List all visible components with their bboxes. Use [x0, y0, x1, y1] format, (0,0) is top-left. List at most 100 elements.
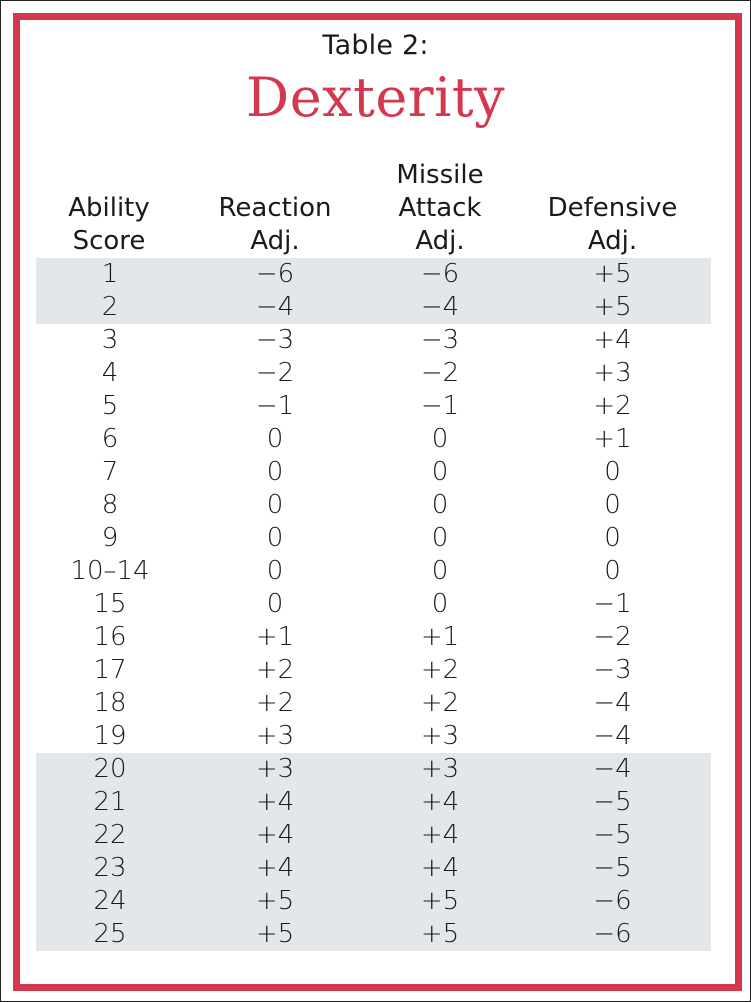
cell-defensive-adj: −3	[593, 655, 632, 685]
cell-missile-attack-adj: −4	[420, 292, 460, 322]
table-row: 19 +3 +3 −4	[36, 720, 711, 753]
cell-defensive-adj: −6	[593, 919, 632, 949]
table-row: 20 +3 +3 −4	[36, 753, 711, 786]
cell-missile-attack-adj: +4	[420, 853, 460, 883]
table-row: 15 0 0 −1	[36, 588, 711, 621]
cell-missile-attack-adj: 0	[431, 523, 449, 553]
cell-ability-score: 15	[93, 589, 127, 619]
cell-missile-attack-adj: +4	[420, 787, 460, 817]
cell-defensive-adj: 0	[604, 556, 621, 586]
cell-missile-attack-adj: −6	[420, 259, 460, 289]
cell-missile-attack-adj: −2	[420, 358, 460, 388]
cell-ability-score: 23	[93, 853, 127, 883]
header-missile-attack-adj: Missile Attack Adj.	[396, 160, 484, 256]
table-row: 24 +5 +5 −6	[36, 885, 711, 918]
cell-ability-score: 10–14	[70, 556, 150, 586]
cell-ability-score: 22	[93, 820, 127, 850]
header-reaction-adj: Reaction Adj.	[218, 193, 332, 256]
cell-reaction-adj: +3	[255, 754, 295, 784]
cell-reaction-adj: −6	[255, 259, 295, 289]
table-row: 10–14 0 0 0	[36, 555, 711, 588]
cell-missile-attack-adj: +2	[420, 655, 460, 685]
cell-reaction-adj: +3	[255, 721, 295, 751]
cell-missile-attack-adj: 0	[431, 556, 449, 586]
cell-defensive-adj: −4	[593, 754, 632, 784]
cell-ability-score: 25	[93, 919, 127, 949]
cell-missile-attack-adj: 0	[431, 589, 449, 619]
cell-reaction-adj: 0	[266, 490, 284, 520]
table-row: 8 0 0 0	[36, 489, 711, 522]
table-title: Dexterity	[245, 66, 506, 129]
table-row: 9 0 0 0	[36, 522, 711, 555]
table-row: 21 +4 +4 −5	[36, 786, 711, 819]
cell-ability-score: 24	[93, 886, 127, 916]
cell-ability-score: 3	[101, 325, 119, 355]
cell-ability-score: 1	[101, 259, 119, 289]
cell-defensive-adj: −5	[593, 787, 632, 817]
cell-defensive-adj: +5	[593, 292, 632, 322]
table-row: 7 0 0 0	[36, 456, 711, 489]
cell-defensive-adj: 0	[604, 523, 621, 553]
table-row: 2 −4 −4 +5	[36, 291, 711, 324]
header-defensive-adj: Defensive Adj.	[547, 193, 678, 256]
cell-defensive-adj: +5	[593, 259, 632, 289]
cell-defensive-adj: +4	[593, 325, 632, 355]
cell-ability-score: 18	[93, 688, 127, 718]
cell-missile-attack-adj: +2	[420, 688, 460, 718]
cell-reaction-adj: 0	[266, 424, 284, 454]
table-row: 3 −3 −3 +4	[36, 324, 711, 357]
table-row: 23 +4 +4 −5	[36, 852, 711, 885]
cell-reaction-adj: 0	[266, 589, 284, 619]
cell-defensive-adj: +1	[593, 424, 632, 454]
cell-ability-score: 16	[93, 622, 127, 652]
cell-missile-attack-adj: 0	[431, 490, 449, 520]
table-row: 4 −2 −2 +3	[36, 357, 711, 390]
cell-reaction-adj: +2	[255, 688, 295, 718]
cell-defensive-adj: 0	[604, 490, 621, 520]
table-row: 25 +5 +5 −6	[36, 918, 711, 951]
cell-reaction-adj: +4	[255, 820, 295, 850]
cell-reaction-adj: −2	[255, 358, 295, 388]
cell-reaction-adj: +5	[255, 886, 295, 916]
cell-ability-score: 4	[101, 358, 119, 388]
cell-ability-score: 21	[93, 787, 127, 817]
cell-ability-score: 5	[101, 391, 119, 421]
cell-ability-score: 7	[101, 457, 119, 487]
cell-reaction-adj: +5	[255, 919, 295, 949]
cell-missile-attack-adj: +5	[420, 919, 460, 949]
table-row: 6 0 0 +1	[36, 423, 711, 456]
cell-defensive-adj: 0	[604, 457, 621, 487]
header-ability-score: Ability Score	[68, 193, 150, 256]
cell-ability-score: 6	[101, 424, 119, 454]
table-row: 5 −1 −1 +2	[36, 390, 711, 423]
cell-reaction-adj: +4	[255, 787, 295, 817]
table-header-row: Ability Score Reaction Adj. Missile Atta…	[36, 156, 711, 258]
cell-ability-score: 8	[101, 490, 119, 520]
cell-missile-attack-adj: +3	[420, 754, 460, 784]
cell-reaction-adj: −4	[255, 292, 295, 322]
cell-reaction-adj: +2	[255, 655, 295, 685]
cell-reaction-adj: +4	[255, 853, 295, 883]
cell-missile-attack-adj: +4	[420, 820, 460, 850]
cell-defensive-adj: −2	[593, 622, 632, 652]
cell-ability-score: 9	[101, 523, 119, 553]
cell-missile-attack-adj: +3	[420, 721, 460, 751]
table-row: 18 +2 +2 −4	[36, 687, 711, 720]
cell-reaction-adj: 0	[266, 556, 284, 586]
cell-ability-score: 17	[93, 655, 127, 685]
cell-missile-attack-adj: 0	[431, 424, 449, 454]
table-row: 17 +2 +2 −3	[36, 654, 711, 687]
cell-defensive-adj: −4	[593, 688, 632, 718]
cell-reaction-adj: 0	[266, 457, 284, 487]
cell-defensive-adj: +3	[593, 358, 632, 388]
cell-defensive-adj: +2	[593, 391, 632, 421]
cell-defensive-adj: −5	[593, 820, 632, 850]
cell-missile-attack-adj: +5	[420, 886, 460, 916]
cell-ability-score: 19	[93, 721, 127, 751]
cell-defensive-adj: −6	[593, 886, 632, 916]
cell-defensive-adj: −1	[593, 589, 632, 619]
cell-reaction-adj: −1	[255, 391, 295, 421]
cell-defensive-adj: −5	[593, 853, 632, 883]
table-body: 1 −6 −6 +5 2 −4 −4 +5 3 −3 −3 +4 4 −2 −2 +3 5 −1 −1 +2 6 0 0 +1…	[36, 258, 711, 951]
cell-reaction-adj: 0	[266, 523, 284, 553]
